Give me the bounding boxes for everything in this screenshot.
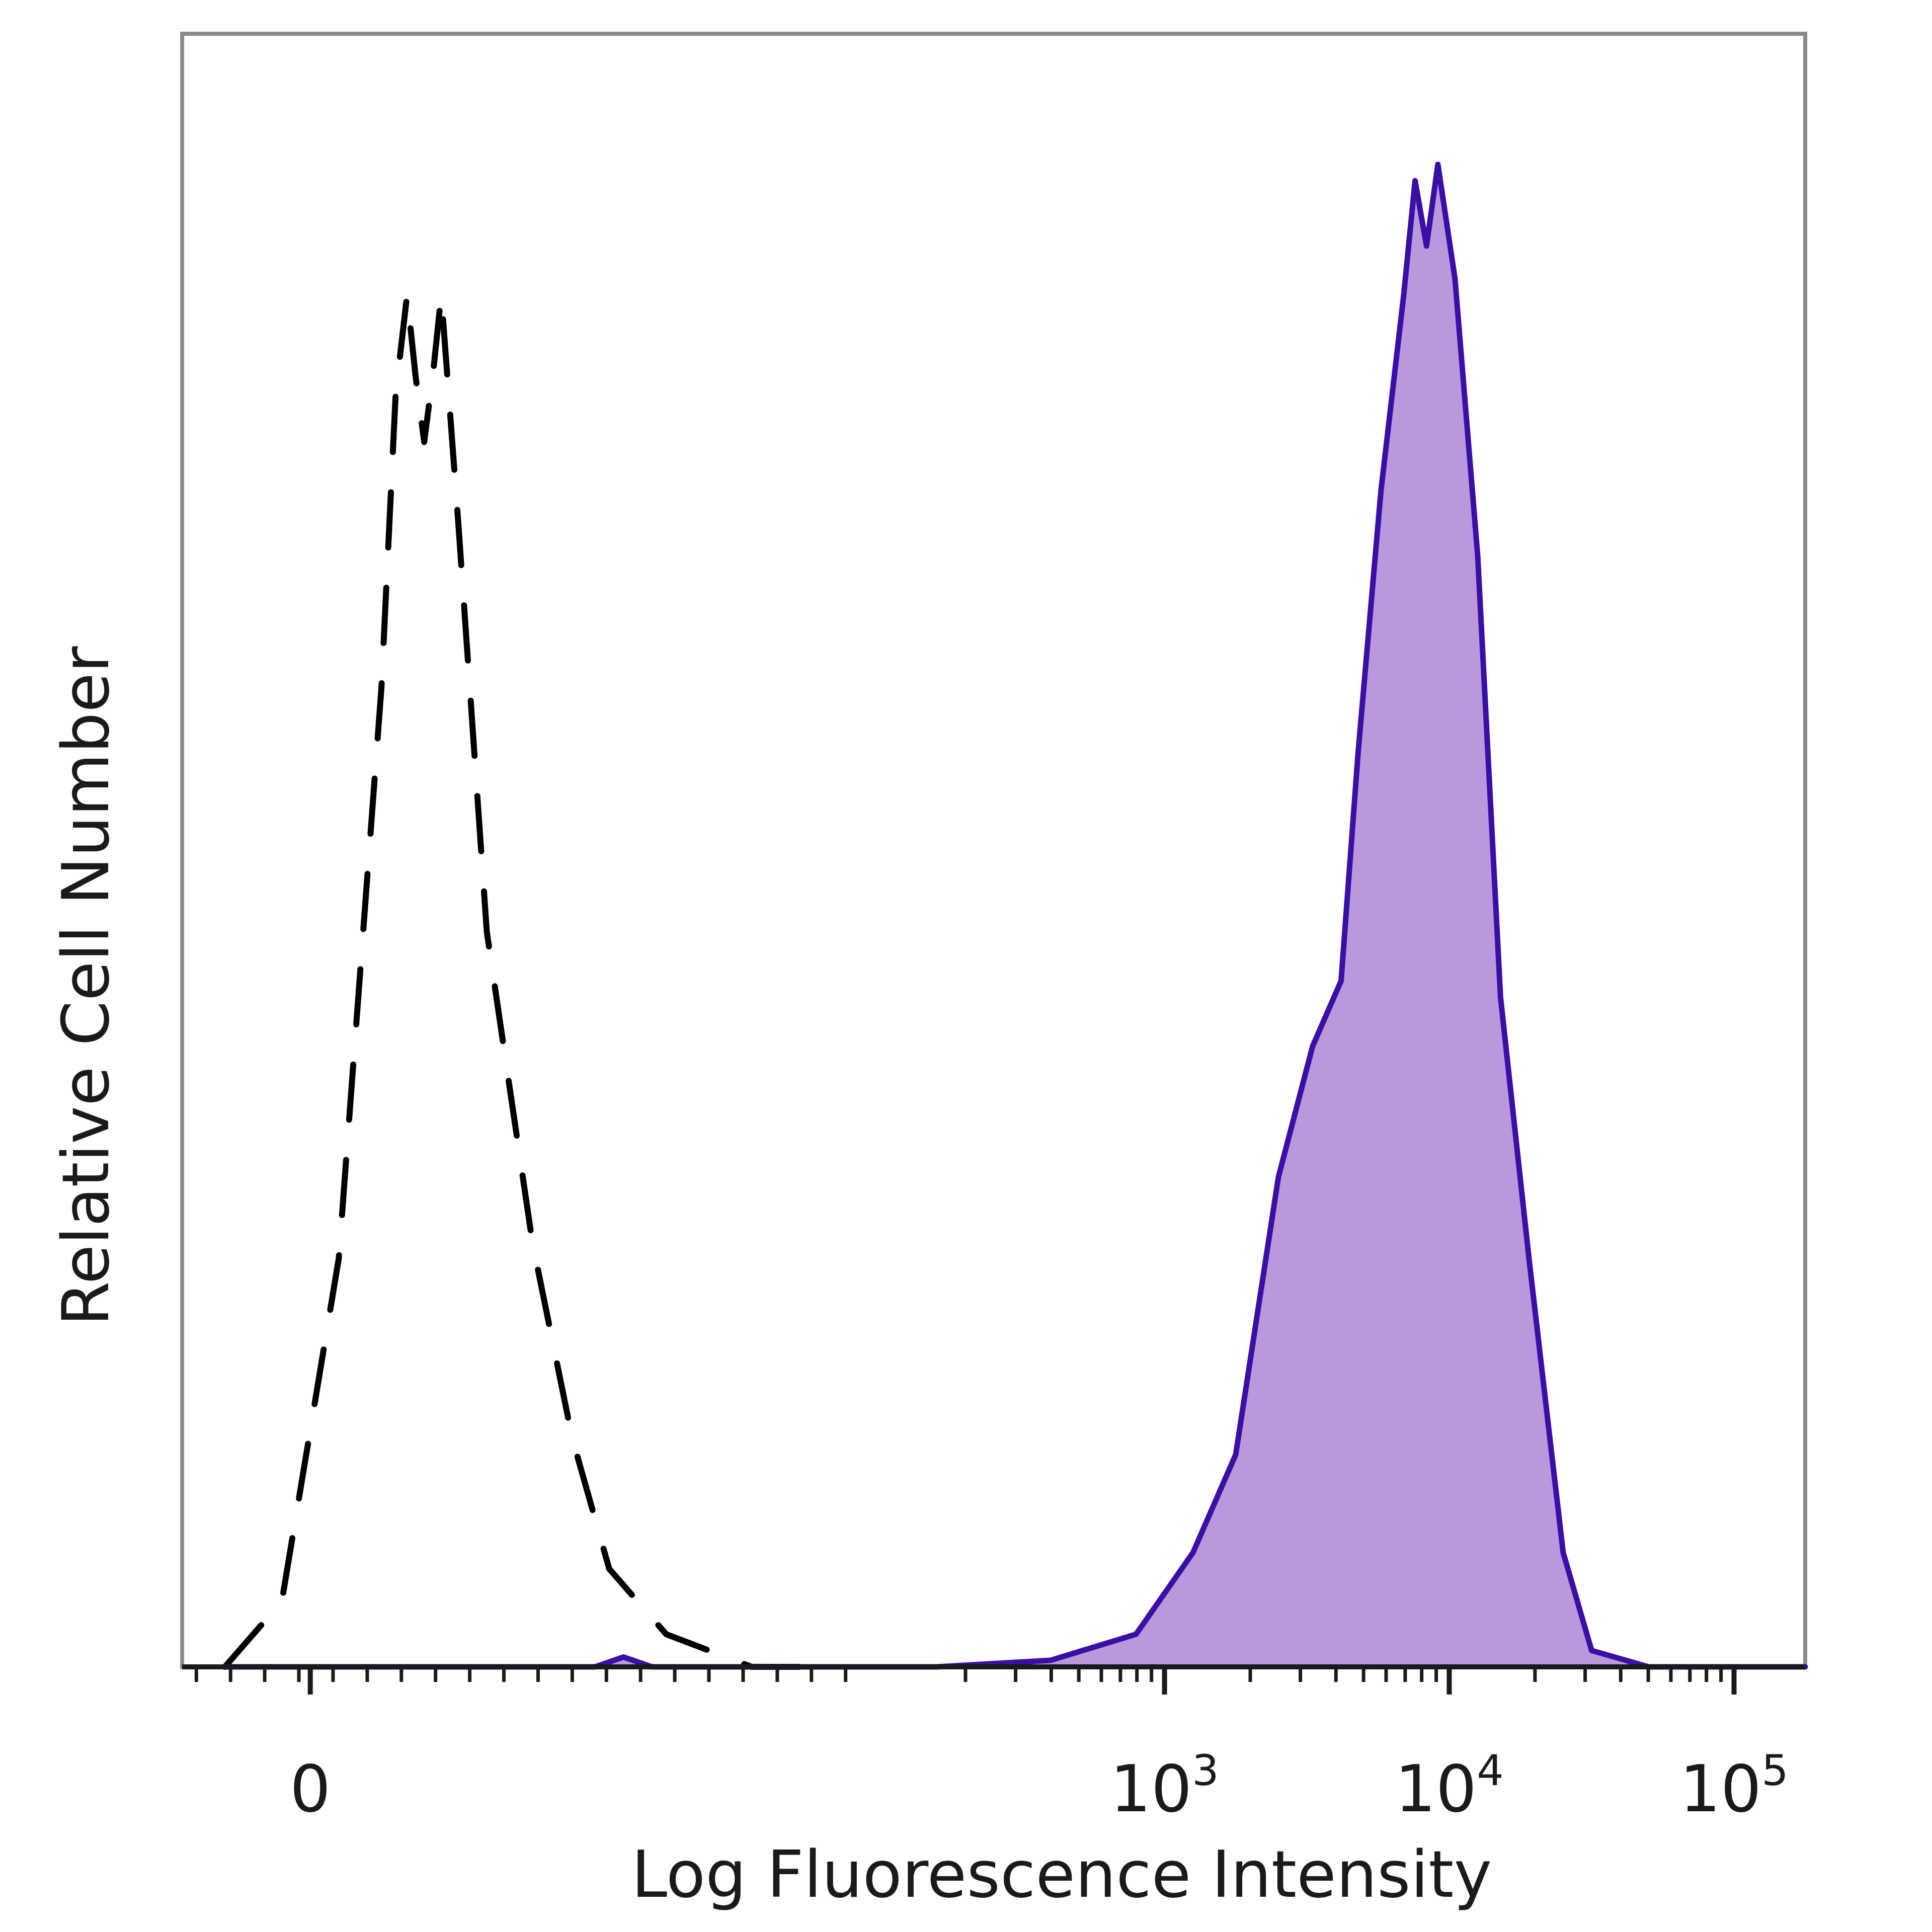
series-1-solid-line xyxy=(222,162,1808,1670)
y-axis-title: Relative Cell Number xyxy=(49,646,124,1326)
x-tick-label: 0 xyxy=(290,1752,331,1827)
x-tick-label: 105 xyxy=(1679,1746,1788,1827)
series-0-dashed-line xyxy=(221,292,826,1670)
series-1-fill-area xyxy=(224,164,1806,1667)
x-axis-title: Log Fluorescence Intensity xyxy=(631,1837,1492,1912)
x-tick-label: 104 xyxy=(1395,1746,1503,1827)
x-tick-label: 103 xyxy=(1110,1746,1219,1827)
plot-frame xyxy=(180,32,1807,1669)
